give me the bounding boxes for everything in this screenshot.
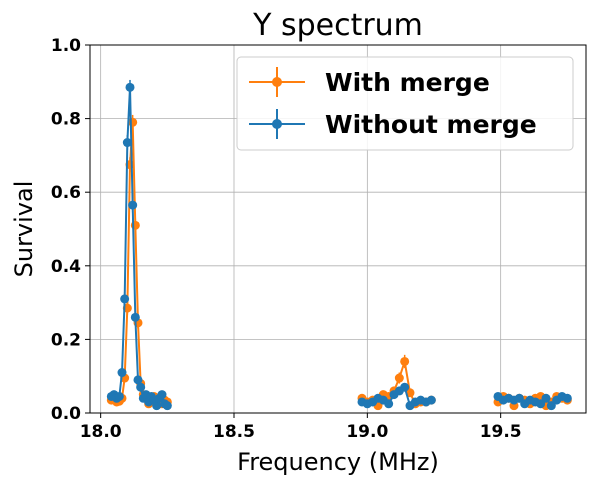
legend-label: Without merge [325, 110, 537, 139]
x-tick-label: 18.5 [213, 422, 255, 442]
data-point [157, 390, 167, 400]
data-point [130, 312, 140, 322]
x-axis-title: Frequency (MHz) [237, 448, 439, 476]
data-point [133, 375, 143, 385]
ticks: 18.0 18.5 19.0 19.5 0.0 0.2 0.4 0.6 0.8 1.0 [51, 36, 522, 442]
data-point [122, 138, 132, 148]
data-point [541, 393, 551, 403]
data-point [128, 117, 138, 127]
data-point [384, 399, 394, 409]
data-point [162, 401, 172, 411]
series-with-merge [106, 114, 572, 411]
x-tick-label: 19.0 [346, 422, 388, 442]
data-point [125, 82, 135, 92]
legend-entry: With merge [249, 67, 490, 97]
y-tick-label: 0.0 [51, 404, 81, 424]
data-point [120, 294, 130, 304]
legend-marker [272, 119, 282, 129]
series-layer [106, 79, 572, 411]
data-point [426, 395, 436, 405]
series-line [110, 122, 168, 406]
data-point [152, 401, 162, 411]
y-tick-label: 0.8 [51, 110, 81, 130]
series-without-merge [106, 79, 572, 411]
data-point [400, 382, 410, 392]
y-axis-title: Survival [10, 181, 38, 278]
y-tick-label: 0.2 [51, 330, 81, 350]
legend: With merge Without merge [236, 56, 574, 151]
legend-label: With merge [325, 68, 490, 97]
legend-marker [272, 77, 282, 87]
plot-frame [89, 44, 587, 414]
x-tick-label: 18.0 [80, 422, 122, 442]
chart-title: Y spectrum [252, 8, 423, 43]
data-point [400, 356, 410, 366]
y-tick-label: 0.6 [51, 183, 81, 203]
data-point [128, 200, 138, 210]
legend-box [236, 56, 574, 151]
legend-entry: Without merge [249, 109, 537, 139]
data-point [562, 393, 572, 403]
data-point [114, 391, 124, 401]
x-tick-label: 19.5 [480, 422, 522, 442]
y-tick-label: 1.0 [51, 36, 81, 56]
data-point [136, 382, 146, 392]
data-point [394, 373, 404, 383]
data-point [117, 368, 127, 378]
y-tick-label: 0.4 [51, 257, 81, 277]
